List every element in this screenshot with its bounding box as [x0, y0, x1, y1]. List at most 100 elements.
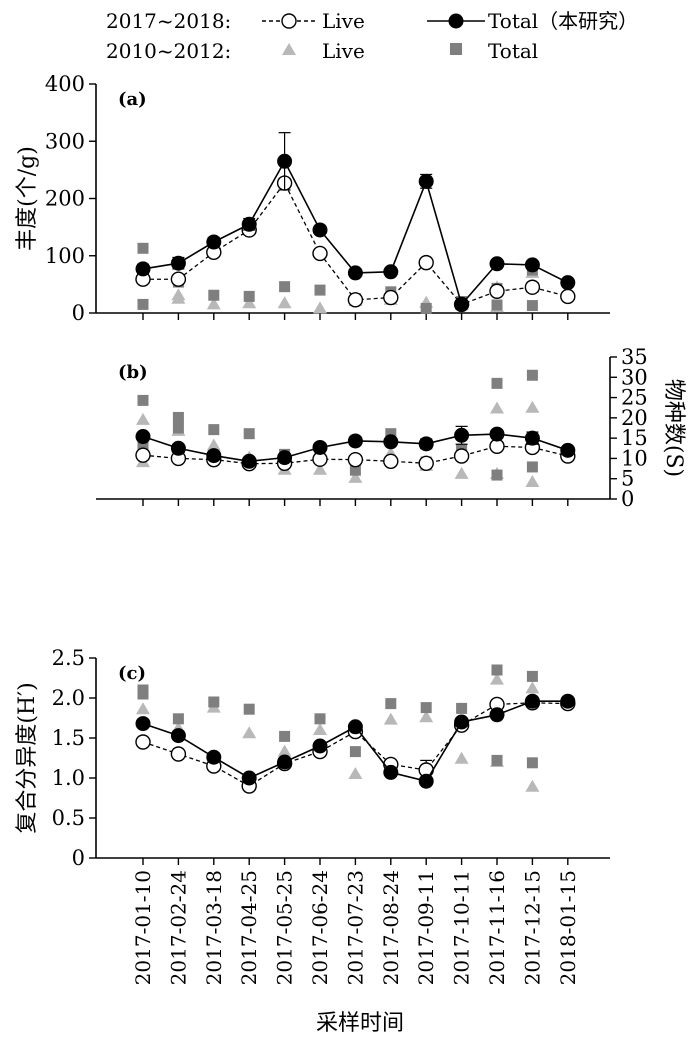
- hist-total-point: [314, 284, 326, 296]
- hist-total-point: [243, 428, 255, 440]
- hist-total-point: [491, 754, 503, 766]
- hist-total-point: [349, 746, 361, 758]
- panel-c: 0 0.5 1.0 1.5 2.0 2.5 (c) 复合分异度(H′): [15, 646, 610, 870]
- hist-total-point: [243, 703, 255, 715]
- live-point: [383, 453, 399, 469]
- hist-total-point: [491, 299, 503, 311]
- x-tick-label: 2018-01-15: [556, 870, 580, 985]
- legend: 2017~2018: Live Total（本研究） 2010~2012: Li…: [106, 9, 638, 63]
- total-point: [206, 448, 222, 464]
- hist-total-point: [172, 713, 184, 725]
- total-point: [277, 754, 293, 770]
- total-point: [383, 264, 399, 280]
- hist-total-point: [491, 469, 503, 481]
- y-tick-label: 2.5: [52, 646, 85, 670]
- hist-live-point: [242, 296, 257, 309]
- y-tick-label: 100: [45, 244, 85, 268]
- hist-total-point: [208, 289, 220, 301]
- hist-total-point: [526, 461, 538, 473]
- total-point: [347, 719, 363, 735]
- total-point: [489, 426, 505, 442]
- x-tick-label: 2017-03-18: [202, 870, 226, 985]
- live-point: [170, 271, 187, 287]
- x-tick-label: 2017-09-11: [414, 870, 438, 985]
- hist-total-point: [526, 757, 538, 769]
- y-tick-label: 5: [621, 467, 634, 491]
- hist-total-point: [314, 713, 326, 725]
- total-point: [206, 749, 222, 765]
- y-tick-label: 200: [45, 187, 85, 211]
- hist-total-point: [279, 730, 291, 742]
- total-point: [277, 450, 293, 466]
- hist-total-point: [420, 302, 432, 314]
- hist-live-point: [277, 744, 292, 757]
- total-point: [241, 216, 257, 232]
- hist-total-point: [279, 281, 291, 293]
- hist-total-point: [172, 411, 184, 423]
- x-tick-label: 2017-12-15: [520, 870, 544, 985]
- x-tick-label: 2017-06-24: [308, 870, 332, 985]
- hist-total-point: [385, 698, 397, 710]
- live-point: [312, 245, 328, 262]
- hist-live-point: [419, 710, 434, 723]
- hist-live-point: [525, 779, 540, 792]
- hist-live-point: [454, 466, 469, 479]
- hist-total-point: [526, 300, 538, 312]
- total-point: [454, 714, 470, 730]
- y-tick-label: 0: [72, 846, 85, 870]
- total-point: [170, 440, 186, 456]
- live-point: [347, 451, 364, 468]
- hist-total-point: [456, 702, 468, 714]
- total-point: [383, 434, 399, 450]
- total-point: [135, 716, 151, 732]
- y-tick-label: 300: [45, 129, 85, 153]
- panel-label: (c): [118, 663, 146, 684]
- total-point: [560, 693, 576, 709]
- total-point: [524, 430, 540, 446]
- hist-total-point: [172, 422, 184, 434]
- hist-live-point: [454, 751, 469, 764]
- hist-live-point: [136, 702, 150, 715]
- hist-total-point: [420, 702, 432, 714]
- total-point: [241, 453, 257, 469]
- x-tick-label: 2017-11-16: [485, 870, 509, 985]
- x-tick-label: 2017-01-10: [131, 870, 155, 985]
- y-tick-label: 2.0: [52, 686, 85, 710]
- hist-live-point: [313, 301, 327, 314]
- total-point: [170, 255, 186, 271]
- legend-row1-total-label: Total（本研究）: [488, 9, 638, 33]
- live-point: [418, 455, 434, 471]
- total-point: [135, 429, 151, 445]
- hist-live-point: [525, 400, 540, 413]
- total-point: [524, 257, 540, 273]
- live-point: [524, 279, 541, 295]
- total-point: [170, 728, 186, 744]
- y-tick-label: 35: [621, 345, 648, 369]
- y-tick-label: 30: [621, 365, 648, 389]
- legend-hist-live-marker: [282, 43, 296, 55]
- total-point: [454, 296, 470, 312]
- hist-total-point: [137, 394, 149, 406]
- total-point: [312, 439, 328, 455]
- hist-total-point: [243, 290, 255, 302]
- y-tick-label: 20: [621, 406, 648, 430]
- x-tick-label: 2017-10-11: [450, 870, 474, 985]
- hist-live-point: [171, 291, 186, 304]
- legend-row1-live-label: Live: [322, 9, 365, 33]
- hist-total-point: [137, 298, 149, 310]
- legend-live-marker: [281, 13, 297, 29]
- y-tick-label: 0.5: [52, 806, 85, 830]
- y-axis-title: 丰度(个/g): [15, 146, 40, 251]
- live-point: [489, 283, 505, 299]
- y-tick-label: 25: [621, 386, 648, 410]
- total-point: [560, 442, 576, 458]
- y-tick-label: 1.0: [52, 766, 85, 790]
- total-point: [206, 234, 222, 250]
- hist-total-point: [385, 428, 397, 440]
- y-tick-label: 1.5: [52, 726, 85, 750]
- y-tick-label: 0: [72, 301, 85, 325]
- total-point: [312, 738, 328, 754]
- hist-live-point: [206, 438, 221, 451]
